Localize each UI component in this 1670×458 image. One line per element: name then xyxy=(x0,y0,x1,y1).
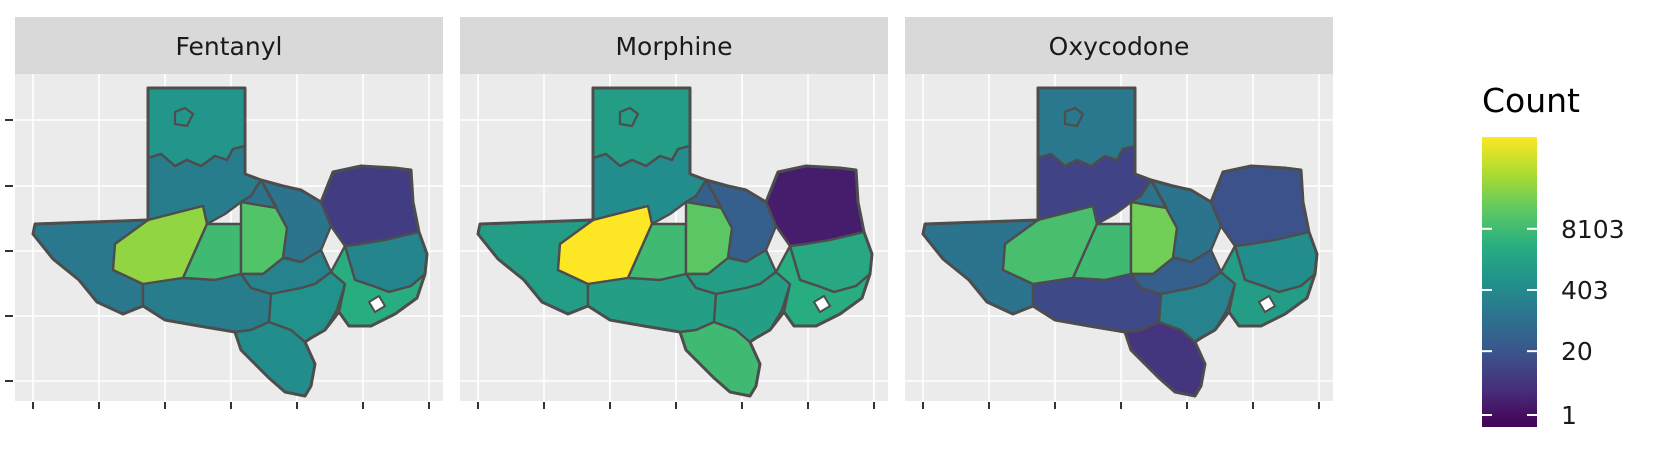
legend-break-label: 8103 xyxy=(1561,215,1625,244)
legend-break-label: 403 xyxy=(1561,276,1609,305)
facet-morphine: Morphine xyxy=(460,17,888,409)
facet-strip xyxy=(15,17,443,74)
state-map xyxy=(476,86,874,398)
facet-strip xyxy=(460,17,888,74)
county-outline xyxy=(618,106,640,128)
color-legend: Count 8103 403 20 1 xyxy=(1482,81,1625,430)
state-map xyxy=(31,86,429,398)
state-outline xyxy=(31,86,429,398)
facet-label: Oxycodone xyxy=(1049,32,1190,61)
state-outline xyxy=(921,86,1319,398)
facet-fentanyl: Fentanyl xyxy=(15,17,443,409)
facet-label: Morphine xyxy=(615,32,732,61)
facet-panels: Fentanyl Morphine Oxycodone xyxy=(15,17,1333,409)
region-upper-east xyxy=(319,164,421,248)
legend-title: Count xyxy=(1482,81,1580,120)
facet-strip xyxy=(905,17,1333,74)
colorbar xyxy=(1482,137,1537,427)
county-outline xyxy=(812,294,832,314)
legend-break-label: 20 xyxy=(1561,337,1593,366)
region-upper-east xyxy=(764,164,866,248)
y-axis-ticks xyxy=(5,119,13,382)
county-outline xyxy=(367,294,387,314)
state-map xyxy=(921,86,1319,398)
legend-break-label: 1 xyxy=(1561,401,1577,430)
state-outline xyxy=(476,86,874,398)
county-outline xyxy=(1257,294,1277,314)
facet-oxycodone: Oxycodone xyxy=(905,17,1333,409)
legend-breaks: 8103 403 20 1 xyxy=(1482,215,1625,430)
county-outline xyxy=(173,106,195,128)
county-outline xyxy=(1063,106,1085,128)
facet-label: Fentanyl xyxy=(176,32,283,61)
region-upper-east xyxy=(1209,164,1311,248)
